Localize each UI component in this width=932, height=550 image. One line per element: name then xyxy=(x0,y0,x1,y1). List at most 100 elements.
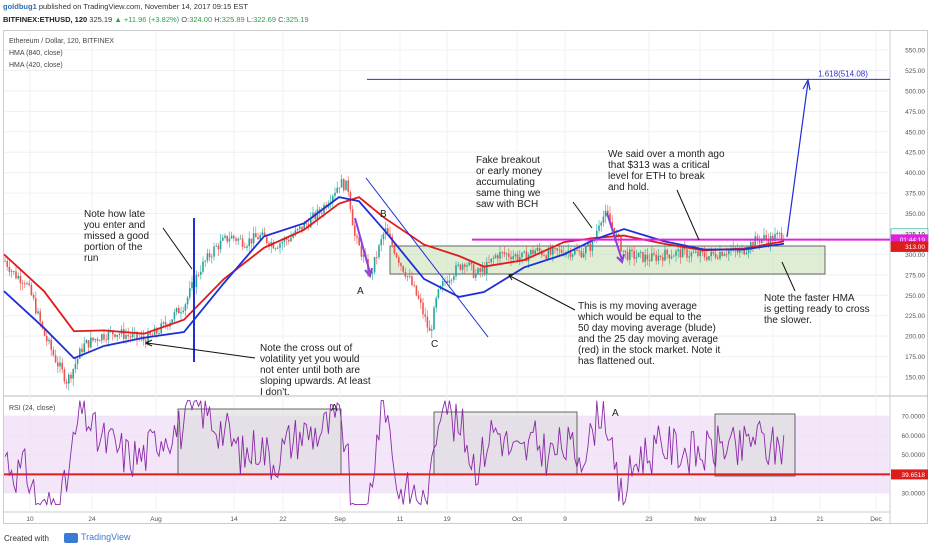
candle-body xyxy=(688,256,690,258)
candle-body xyxy=(545,255,547,259)
candle-body xyxy=(532,249,534,254)
candle-body xyxy=(582,253,585,258)
candle-body xyxy=(457,264,459,266)
candle-body xyxy=(578,250,580,252)
projection-arrow xyxy=(786,81,809,238)
candle-body xyxy=(147,332,149,345)
candle-body xyxy=(301,226,303,231)
chart-header: goldbug1 published on TradingView.com, N… xyxy=(0,0,932,28)
price-tick-label: 500.00 xyxy=(905,88,925,95)
candle-body xyxy=(706,256,708,260)
candle-body xyxy=(752,242,754,247)
candle-body xyxy=(428,327,431,331)
candle-body xyxy=(780,232,783,241)
note-month-ago: We said over a month ago that $313 was a … xyxy=(608,149,725,193)
candle-body xyxy=(213,246,215,257)
candle-body xyxy=(171,319,173,323)
candle-body xyxy=(464,264,466,267)
candle-body xyxy=(655,254,657,261)
price-tick-label: 200.00 xyxy=(905,334,925,341)
candle-body xyxy=(85,340,88,344)
price-tick-label: 225.00 xyxy=(905,313,925,320)
candle-body xyxy=(288,239,290,242)
candle-body xyxy=(237,238,239,241)
candle-body xyxy=(151,334,154,336)
candle-body xyxy=(233,235,235,239)
price-tick-label: 175.00 xyxy=(905,354,925,361)
candle-body xyxy=(600,222,602,226)
candle-body xyxy=(772,235,774,242)
candle-body xyxy=(24,283,26,285)
candle-body xyxy=(259,235,261,240)
publish-line: goldbug1 published on TradingView.com, N… xyxy=(3,2,248,11)
candle-body xyxy=(266,236,268,244)
candle-body xyxy=(629,249,631,260)
candle-body xyxy=(453,276,455,280)
candle-body xyxy=(442,281,444,287)
candle-body xyxy=(730,250,732,252)
candle-body xyxy=(710,251,712,257)
candle-body xyxy=(763,235,765,239)
candle-body xyxy=(569,250,572,257)
candle-body xyxy=(466,265,468,267)
candle-body xyxy=(277,247,279,249)
candle-body xyxy=(657,255,660,261)
candle-body xyxy=(360,245,363,257)
candle-body xyxy=(721,251,723,256)
time-tick-label: 19 xyxy=(443,516,451,523)
candle-body xyxy=(486,261,488,274)
candle-body xyxy=(263,232,266,237)
candle-body xyxy=(743,248,745,255)
candle-body xyxy=(200,271,202,275)
candle-body xyxy=(131,333,134,338)
candle-body xyxy=(635,257,638,259)
hma-420-line[interactable] xyxy=(3,196,785,360)
hma-840-line[interactable] xyxy=(3,196,785,335)
candle-body xyxy=(345,180,347,191)
candle-body xyxy=(30,284,33,296)
candle-body xyxy=(127,335,129,337)
candle-body xyxy=(510,256,512,260)
candle-body xyxy=(180,312,182,314)
candle-body xyxy=(420,298,422,303)
candle-body xyxy=(354,225,356,236)
tradingview-logo-icon xyxy=(64,532,78,543)
rsi-label-a1: A xyxy=(331,403,338,414)
candle-body xyxy=(32,295,35,299)
time-tick-label: 14 xyxy=(230,516,238,523)
candle-body xyxy=(28,283,30,285)
candle-body xyxy=(591,241,594,251)
candle-body xyxy=(411,276,413,286)
high-label: H: xyxy=(214,15,222,24)
candle-body xyxy=(186,297,189,305)
downtrend-line[interactable] xyxy=(365,177,489,338)
candle-body xyxy=(112,330,114,335)
pointer-late xyxy=(162,227,193,270)
candle-body xyxy=(332,195,334,202)
time-tick-label: 11 xyxy=(397,516,404,523)
price-tick-label: 450.00 xyxy=(905,129,925,136)
price-tag-label: 01:44:19 xyxy=(900,237,926,244)
price-tick-label: 400.00 xyxy=(905,170,925,177)
candle-body xyxy=(712,251,715,254)
candle-body xyxy=(8,266,11,272)
price-tick-label: 525.00 xyxy=(905,68,925,75)
rsi-line[interactable] xyxy=(4,400,785,507)
candle-body xyxy=(666,249,668,255)
price-tag xyxy=(890,241,929,252)
rsi-box-2[interactable] xyxy=(433,411,578,475)
candle-body xyxy=(404,271,407,277)
author-link[interactable]: goldbug1 xyxy=(3,2,37,11)
candle-body xyxy=(477,268,479,274)
candle-body xyxy=(554,248,556,249)
tradingview-brand[interactable]: TradingView xyxy=(64,532,131,543)
low-value: 322.69 xyxy=(253,15,277,24)
candle-body xyxy=(246,246,248,248)
candle-body xyxy=(54,355,57,363)
candle-body xyxy=(158,333,160,335)
pointer-cross xyxy=(146,342,256,359)
candle-body xyxy=(19,275,22,284)
price-axis: 150.00 175.00 200.00 225.00 250.00 275.00 300.… xyxy=(905,48,925,382)
rsi-tick-label: 70.0000 xyxy=(902,414,926,421)
